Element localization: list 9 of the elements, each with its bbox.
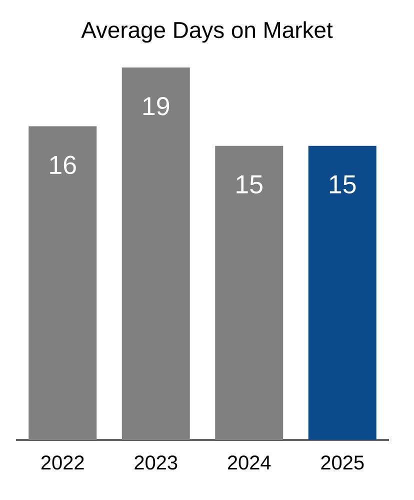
- data-label: 19: [143, 96, 170, 116]
- x-tick-label: 2023: [134, 456, 178, 470]
- x-tick-label: 2022: [41, 456, 84, 470]
- x-tick-label: 2025: [321, 456, 364, 470]
- data-label: 15: [236, 175, 262, 194]
- chart-title: Average Days on Market: [81, 21, 333, 43]
- x-tick-label: 2024: [228, 456, 271, 470]
- data-label: 16: [50, 156, 76, 174]
- data-label: 15: [330, 175, 356, 194]
